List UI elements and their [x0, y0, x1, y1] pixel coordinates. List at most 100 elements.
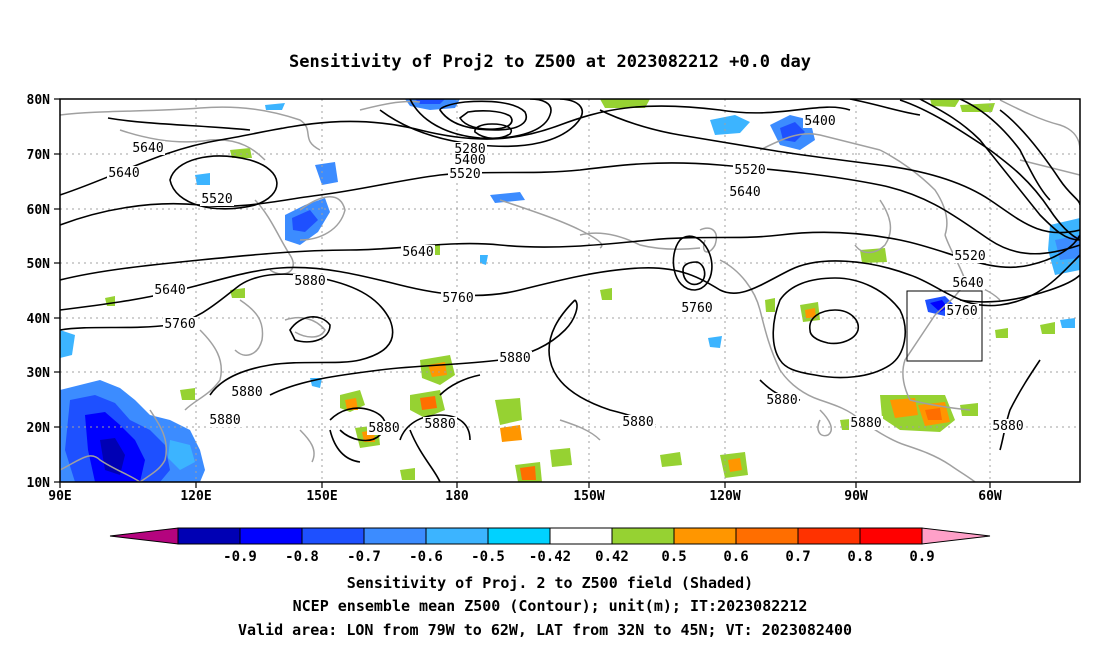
lon-label: 150W: [573, 489, 604, 504]
contour-label: 5760: [946, 304, 977, 319]
contour-label-bg: [951, 276, 985, 290]
contour-label: 5520: [734, 163, 765, 178]
contour-label: 5520: [449, 167, 480, 182]
contour-label-bg: [423, 417, 457, 431]
colorbar-swatch: [487, 527, 551, 545]
lon-label: 60W: [978, 489, 1002, 504]
lat-label: 20N: [27, 421, 51, 436]
colorbar-label: -0.6: [409, 549, 443, 565]
contour-label: 5640: [402, 245, 433, 260]
colorbar-swatch: [859, 527, 923, 545]
contour-label-bg: [153, 283, 187, 297]
contour-label-bg: [107, 166, 141, 180]
colorbar-label: 0.7: [785, 549, 810, 565]
footer-line-3: Valid area: LON from 79W to 62W, LAT fro…: [238, 621, 852, 639]
contour-label-bg: [803, 114, 837, 128]
colorbar-label: -0.42: [529, 549, 571, 565]
contour-label-bg: [621, 415, 655, 429]
contour-label: 5880: [294, 274, 325, 289]
contour-label: 5760: [442, 291, 473, 306]
contour-label: 5880: [368, 421, 399, 436]
colorbar-swatch: [177, 527, 241, 545]
contour-label: 5880: [231, 385, 262, 400]
colorbar: -0.9 -0.8 -0.7 -0.6 -0.5 -0.42 0.42 0.5 0.6 0.7 0.…: [109, 527, 991, 565]
contour-label-bg: [991, 419, 1025, 433]
contour-label-bg: [163, 317, 197, 331]
colorbar-label: 0.8: [847, 549, 872, 565]
lat-label: 80N: [27, 93, 51, 108]
lat-label: 10N: [27, 476, 51, 491]
valid-area-box: [906, 290, 983, 362]
contour-label-bg: [448, 167, 482, 181]
colorbar-swatch: [239, 527, 303, 545]
lat-label: 40N: [27, 312, 51, 327]
colorbar-label: 0.42: [595, 549, 629, 565]
contour-label-bg: [849, 416, 883, 430]
lat-label: 70N: [27, 148, 51, 163]
contour-label: 5640: [729, 185, 760, 200]
contour-label-bg: [441, 291, 475, 305]
contour-label-bg: [680, 301, 714, 315]
lon-label: 120W: [709, 489, 740, 504]
lat-label: 30N: [27, 366, 51, 381]
colorbar-swatch: [549, 527, 613, 545]
colorbar-label: -0.7: [347, 549, 381, 565]
footer-line-1: Sensitivity of Proj. 2 to Z500 field (Sh…: [347, 574, 753, 592]
colorbar-label: 0.5: [661, 549, 686, 565]
contour-label-bg: [208, 413, 242, 427]
colorbar-min-arrow: [109, 527, 179, 545]
colorbar-swatch: [425, 527, 489, 545]
contour-label-bg: [453, 153, 487, 167]
contour-label-bg: [733, 163, 767, 177]
colorbar-swatch: [363, 527, 427, 545]
lat-label: 60N: [27, 203, 51, 218]
contour-label-bg: [293, 274, 327, 288]
sensitivity-shading: [60, 99, 1080, 482]
colorbar-label: 0.9: [909, 549, 934, 565]
contour-label: 5520: [954, 249, 985, 264]
contour-label: 5640: [952, 276, 983, 291]
colorbar-swatch: [797, 527, 861, 545]
colorbar-label: -0.5: [471, 549, 505, 565]
colorbar-label: -0.9: [223, 549, 257, 565]
contour-label-bg: [953, 249, 987, 263]
latitude-labels: 80N 70N 60N 50N 40N 30N 20N 10N: [27, 93, 51, 491]
longitude-labels: 90E 120E 150E 180 150W 120W 90W 60W: [48, 489, 1002, 504]
contour-label: 5640: [154, 283, 185, 298]
contour-label: 5880: [992, 419, 1023, 434]
contour-label-bg: [401, 245, 435, 259]
z500-contours: [60, 99, 1080, 482]
lon-label: 90E: [48, 489, 71, 504]
contour-label: 5880: [499, 351, 530, 366]
footer-line-2: NCEP ensemble mean Z500 (Contour); unit(…: [293, 597, 808, 615]
contour-label: 5880: [424, 417, 455, 432]
axis-ticks: [54, 98, 991, 488]
contour-labels: 5640564055205280540055205400552056405640…: [107, 114, 1025, 436]
contour-label-bg: [200, 192, 234, 206]
chart-title: Sensitivity of Proj2 to Z500 at 20230822…: [289, 52, 811, 72]
map-panel: 5640564055205280540055205400552056405640…: [60, 99, 1080, 482]
lon-label: 150E: [306, 489, 337, 504]
colorbar-swatch: [611, 527, 675, 545]
contour-label: 5400: [454, 153, 485, 168]
contour-label-bg: [367, 421, 401, 435]
colorbar-label: -0.8: [285, 549, 319, 565]
contour-label: 5640: [132, 141, 163, 156]
lon-label: 90W: [844, 489, 868, 504]
contour-label-bg: [498, 351, 532, 365]
map-frame: [59, 98, 1081, 483]
contour-label-bg: [945, 304, 979, 318]
colorbar-label: 0.6: [723, 549, 748, 565]
colorbar-max-arrow: [921, 527, 991, 545]
contour-label: 5760: [164, 317, 195, 332]
colorbar-swatch: [301, 527, 365, 545]
contour-label: 5880: [622, 415, 653, 430]
contour-label-bg: [728, 185, 762, 199]
lon-label: 180: [445, 489, 469, 504]
contour-label-bg: [131, 141, 165, 155]
contour-label: 5520: [201, 192, 232, 207]
contour-label: 5880: [850, 416, 881, 431]
contour-label: 5880: [209, 413, 240, 428]
contour-label-bg: [453, 142, 487, 156]
